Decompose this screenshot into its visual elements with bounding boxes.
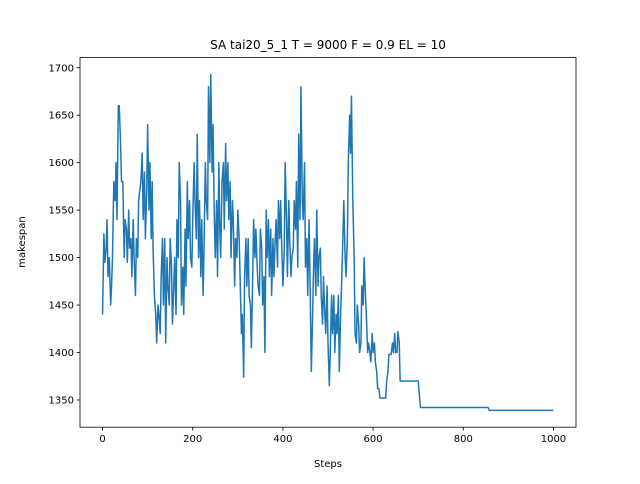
plot-frame [79, 57, 577, 428]
y-tick-label: 1450 [49, 301, 74, 312]
y-axis-label: makespan [17, 216, 28, 267]
data-line [101, 73, 554, 412]
y-tick-label: 1350 [49, 395, 74, 406]
x-tick-label: 400 [273, 434, 292, 445]
x-tick-label: 600 [364, 434, 383, 445]
y-tick-label: 1700 [49, 63, 74, 74]
x-tick-label: 800 [454, 434, 473, 445]
chart-title: SA tai20_5_1 T = 9000 F = 0.9 EL = 10 [210, 38, 446, 52]
y-tick-label: 1650 [49, 111, 74, 122]
y-tick-label: 1600 [49, 158, 74, 169]
x-axis-label: Steps [314, 459, 342, 470]
y-tick-label: 1400 [49, 348, 74, 359]
y-tick-label: 1550 [49, 206, 74, 217]
x-tick-label: 0 [99, 434, 105, 445]
x-tick-label: 200 [183, 434, 202, 445]
y-tick-label: 1500 [49, 253, 74, 264]
x-tick-label: 1000 [541, 434, 566, 445]
